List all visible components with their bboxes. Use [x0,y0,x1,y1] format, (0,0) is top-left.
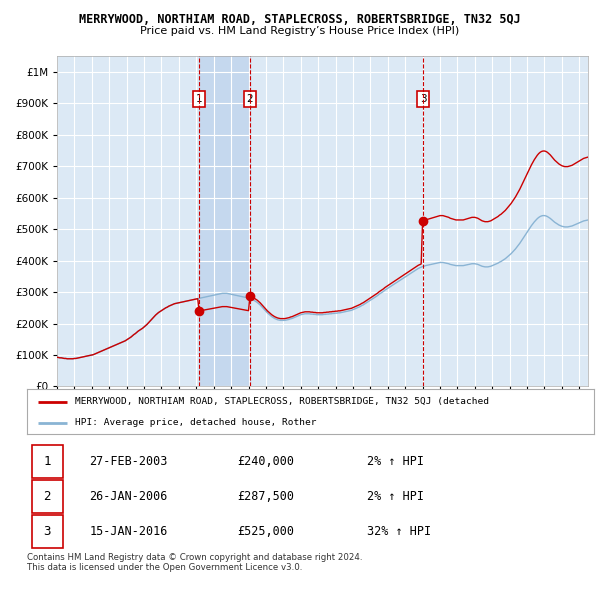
Text: 2: 2 [43,490,50,503]
Bar [199,56,250,386]
Text: £240,000: £240,000 [237,455,294,468]
Text: 15-JAN-2016: 15-JAN-2016 [89,525,168,537]
Text: MERRYWOOD, NORTHIAM ROAD, STAPLECROSS, ROBERTSBRIDGE, TN32 5QJ (detached: MERRYWOOD, NORTHIAM ROAD, STAPLECROSS, R… [75,397,489,407]
Text: Price paid vs. HM Land Registry’s House Price Index (HPI): Price paid vs. HM Land Registry’s House … [140,26,460,36]
FancyBboxPatch shape [32,480,63,513]
Text: 26-JAN-2006: 26-JAN-2006 [89,490,168,503]
FancyBboxPatch shape [32,515,63,548]
Text: 32% ↑ HPI: 32% ↑ HPI [367,525,431,537]
Text: Contains HM Land Registry data © Crown copyright and database right 2024.: Contains HM Land Registry data © Crown c… [27,553,362,562]
Text: £287,500: £287,500 [237,490,294,503]
Text: 2% ↑ HPI: 2% ↑ HPI [367,490,424,503]
FancyBboxPatch shape [32,445,63,478]
Text: £525,000: £525,000 [237,525,294,537]
Text: 2% ↑ HPI: 2% ↑ HPI [367,455,424,468]
Text: 1: 1 [196,94,202,104]
Text: 1: 1 [43,455,50,468]
Text: MERRYWOOD, NORTHIAM ROAD, STAPLECROSS, ROBERTSBRIDGE, TN32 5QJ: MERRYWOOD, NORTHIAM ROAD, STAPLECROSS, R… [79,13,521,26]
Text: 27-FEB-2003: 27-FEB-2003 [89,455,168,468]
Text: 2: 2 [247,94,253,104]
Text: 3: 3 [420,94,427,104]
Text: 3: 3 [43,525,50,537]
Text: This data is licensed under the Open Government Licence v3.0.: This data is licensed under the Open Gov… [27,563,302,572]
Text: HPI: Average price, detached house, Rother: HPI: Average price, detached house, Roth… [75,418,317,427]
